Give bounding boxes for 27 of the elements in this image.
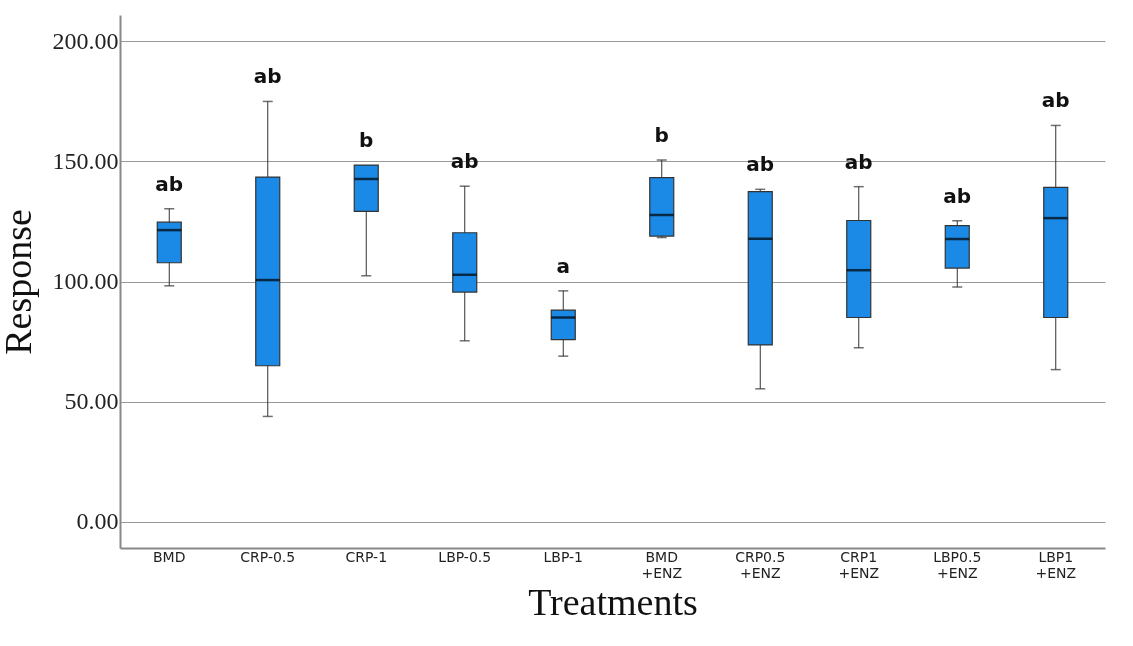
annotation: ab	[746, 152, 775, 177]
annotation: ab	[1041, 88, 1070, 113]
y-tick-label: 150.00	[52, 147, 119, 174]
y-tick-label: 200.00	[52, 27, 119, 54]
x-tick-label: LBP-0.5	[438, 548, 492, 565]
y-tick-label: 0.00	[76, 508, 119, 535]
x-tick-label: CRP1 +ENZ	[838, 548, 880, 581]
x-tick-label: CRP-0.5	[240, 548, 296, 565]
annotation: a	[556, 253, 570, 278]
x-tick-label: CRP-1	[345, 548, 388, 565]
annotation: ab	[155, 171, 184, 196]
x-tick-label: LBP0.5 +ENZ	[933, 548, 982, 581]
x-axis-title: Treatments	[528, 580, 698, 623]
x-tick-label: CRP0.5 +ENZ	[735, 548, 786, 581]
x-tick-label: BMD +ENZ	[641, 548, 683, 581]
annotation: ab	[943, 183, 972, 208]
annotation: b	[359, 128, 374, 153]
annotation: ab	[450, 149, 479, 174]
y-tick-label: 100.00	[52, 268, 119, 294]
x-tick-label: LBP1 +ENZ	[1035, 548, 1077, 581]
x-tick-label: BMD	[153, 548, 186, 565]
annotation: ab	[844, 149, 873, 174]
y-axis-title: Response	[0, 209, 39, 355]
annotation: b	[654, 123, 669, 148]
x-tick-label: LBP-1	[543, 548, 583, 565]
y-tick-label: 50.00	[64, 388, 119, 415]
annotation: ab	[253, 64, 282, 89]
